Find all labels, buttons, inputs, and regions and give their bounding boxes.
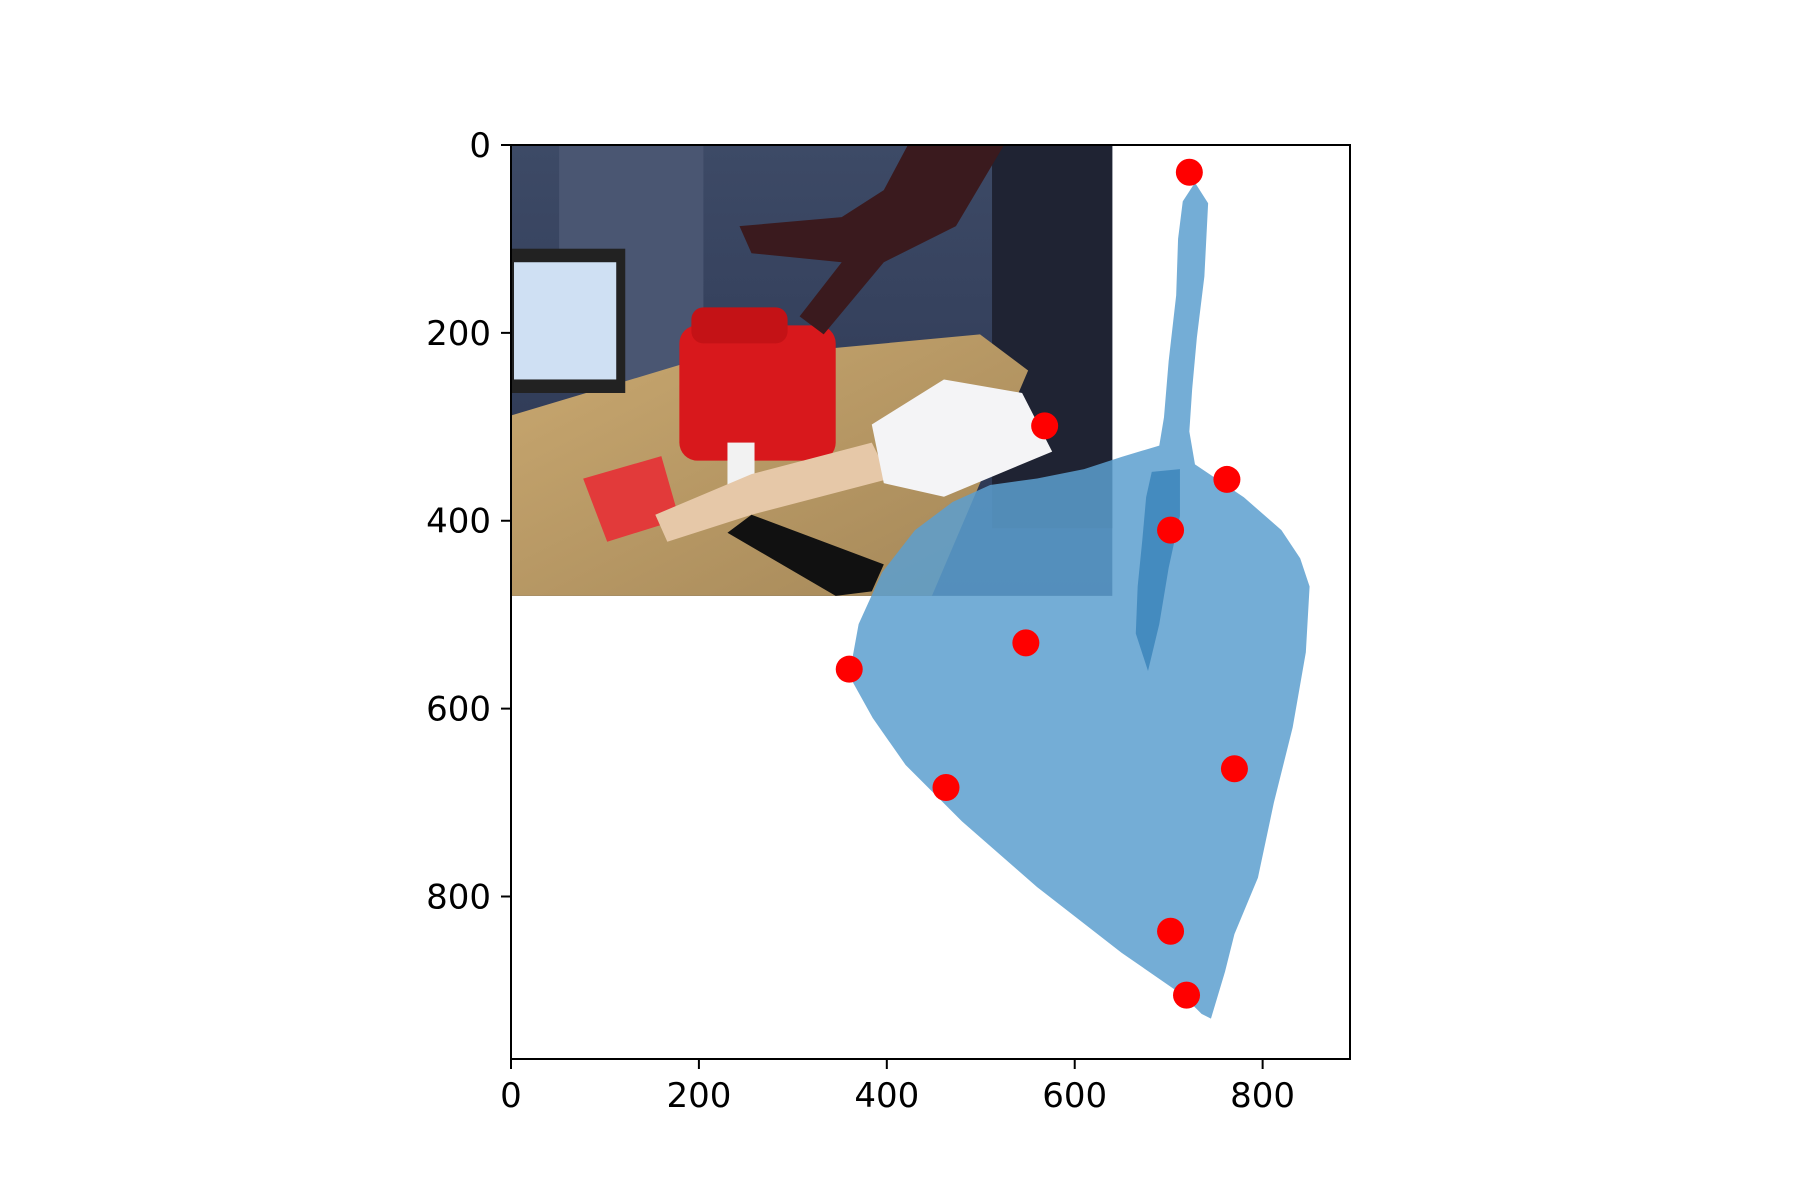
keypoint-3 xyxy=(1157,516,1185,544)
keypoint-2 xyxy=(1213,465,1241,493)
keypoint-9 xyxy=(1173,981,1201,1009)
x-axis-ticks: 0 200 400 600 800 xyxy=(500,1059,1295,1116)
x-tick-label-0: 0 xyxy=(500,1076,522,1116)
x-tick-label-4: 800 xyxy=(1230,1076,1295,1116)
keypoint-4 xyxy=(1012,629,1040,657)
y-tick-label-1: 200 xyxy=(426,314,491,354)
background-photo xyxy=(511,145,1113,596)
x-tick-label-3: 600 xyxy=(1042,1076,1107,1116)
photo-red-can xyxy=(679,325,836,461)
axes-frame xyxy=(510,144,1351,1060)
photo-monitor-screen xyxy=(514,262,617,380)
keypoint-6 xyxy=(1220,755,1248,783)
y-axis-ticks: 0 200 400 600 800 xyxy=(426,126,511,917)
photo-red-basket xyxy=(583,456,680,542)
photo-plastic-bag xyxy=(871,379,1053,497)
keypoint-0 xyxy=(1175,158,1203,186)
scatter-points xyxy=(835,158,1248,1009)
keypoint-7 xyxy=(932,774,960,802)
y-tick-label-3: 600 xyxy=(426,690,491,730)
keypoint-8 xyxy=(1157,917,1185,945)
photo-mannequin-arm xyxy=(655,442,890,542)
keypoint-5 xyxy=(835,655,863,683)
photo-robot-arm xyxy=(739,145,1005,335)
y-tick-label-2: 400 xyxy=(426,502,491,542)
y-tick-label-0: 0 xyxy=(469,126,491,166)
x-tick-label-2: 400 xyxy=(854,1076,919,1116)
photo-red-can-handle xyxy=(691,307,788,344)
keypoint-1 xyxy=(1031,412,1059,440)
photo-flashlight xyxy=(727,514,884,596)
x-tick-label-1: 200 xyxy=(666,1076,731,1116)
workspace-photo xyxy=(511,145,1113,596)
object-mask xyxy=(849,182,1310,1019)
y-tick-label-4: 800 xyxy=(426,877,491,917)
